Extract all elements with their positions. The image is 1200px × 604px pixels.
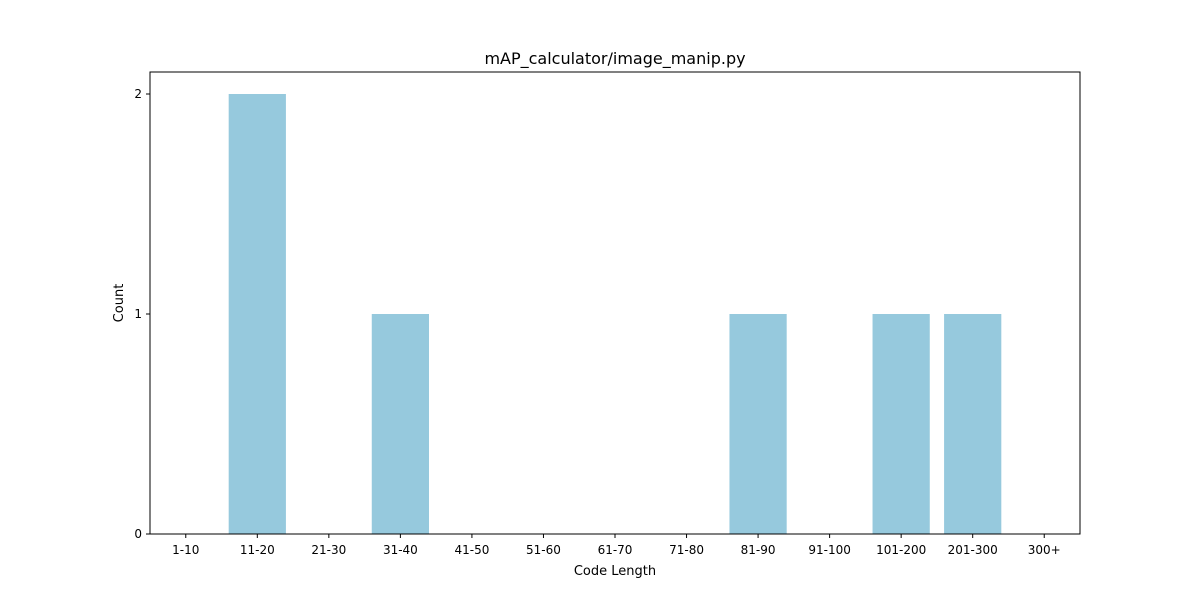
chart-title: mAP_calculator/image_manip.py bbox=[484, 49, 745, 69]
y-tick-label: 1 bbox=[134, 307, 142, 321]
x-tick-label: 1-10 bbox=[172, 543, 199, 557]
x-axis-label: Code Length bbox=[574, 564, 656, 579]
x-tick-label: 61-70 bbox=[598, 543, 633, 557]
x-tick-label: 71-80 bbox=[669, 543, 704, 557]
bars-group bbox=[228, 94, 1002, 534]
bar-101-200 bbox=[872, 314, 930, 534]
y-tick-label: 2 bbox=[134, 87, 142, 101]
y-axis-label: Count bbox=[112, 284, 127, 323]
x-tick-label: 41-50 bbox=[454, 543, 489, 557]
x-tick-label: 300+ bbox=[1028, 543, 1061, 557]
bar-81-90 bbox=[729, 314, 787, 534]
bar-11-20 bbox=[228, 94, 286, 534]
x-tick-label: 91-100 bbox=[808, 543, 851, 557]
x-tick-label: 11-20 bbox=[240, 543, 275, 557]
x-tick-label: 101-200 bbox=[876, 543, 926, 557]
bar-31-40 bbox=[371, 314, 429, 534]
x-tick-label: 21-30 bbox=[311, 543, 346, 557]
y-axis-ticks: 0 1 2 bbox=[134, 87, 150, 541]
plot-frame bbox=[149, 71, 1081, 535]
bar-201-300 bbox=[944, 314, 1002, 534]
x-axis-ticks: 1-10 11-20 21-30 31-40 41-50 51-60 61-70 71-80 8… bbox=[172, 534, 1061, 557]
y-tick-label: 0 bbox=[134, 527, 142, 541]
x-tick-label: 81-90 bbox=[741, 543, 776, 557]
x-tick-label: 31-40 bbox=[383, 543, 418, 557]
x-tick-label: 201-300 bbox=[948, 543, 998, 557]
x-tick-label: 51-60 bbox=[526, 543, 561, 557]
